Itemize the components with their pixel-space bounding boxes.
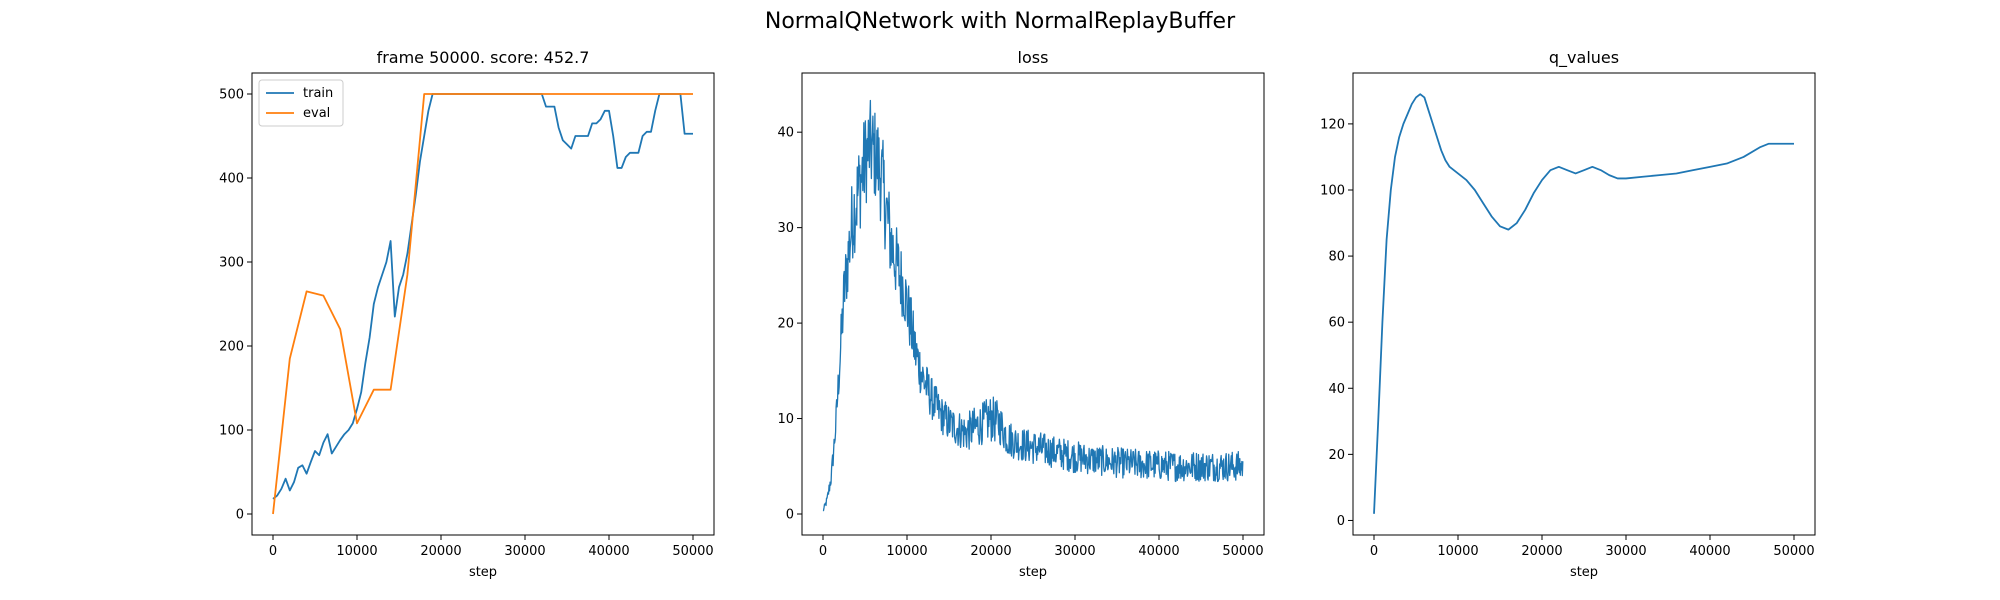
legend: train eval	[258, 79, 344, 127]
x-tick-label: 50000	[1773, 544, 1814, 559]
x-tick-label: 0	[819, 544, 827, 559]
y-tick-label: 120	[1320, 117, 1345, 132]
panel-score: frame 50000. score: 452.7 0 10000 20000 300…	[219, 48, 715, 580]
x-tick-label: 40000	[1689, 544, 1730, 559]
y-tick-label: 500	[219, 88, 244, 103]
x-tick-label: 10000	[886, 544, 927, 559]
series-line	[1373, 93, 1794, 514]
legend-box	[258, 79, 344, 127]
x-axis-label: step	[1570, 565, 1598, 580]
x-tick-label: 40000	[588, 544, 629, 559]
panel-title: loss	[1018, 48, 1049, 67]
series-line-eval	[272, 93, 693, 515]
y-tick-label: 40	[777, 126, 794, 141]
x-tick-label: 40000	[1138, 544, 1179, 559]
series-line	[822, 99, 1244, 512]
tick-layer: 0 10000 20000 30000 40000 50000 0 100 200 300 400 5…	[219, 88, 714, 560]
x-tick-label: 0	[1370, 544, 1378, 559]
legend-label-train: train	[303, 86, 333, 101]
x-tick-label: 30000	[504, 544, 545, 559]
panel-title: frame 50000. score: 452.7	[377, 48, 590, 67]
x-tick-label: 0	[269, 544, 277, 559]
x-tick-label: 10000	[1437, 544, 1478, 559]
y-tick-label: 0	[236, 508, 244, 523]
x-tick-label: 20000	[1521, 544, 1562, 559]
y-tick-label: 30	[777, 221, 794, 236]
panel-title: q_values	[1549, 48, 1619, 68]
y-tick-label: 80	[1328, 250, 1345, 265]
tick-layer: 0 10000 20000 30000 40000 50000 0 20 40 60 80 100 12…	[1320, 117, 1815, 559]
axes-frame	[1352, 72, 1816, 536]
x-tick-label: 30000	[1054, 544, 1095, 559]
x-axis-label: step	[1019, 565, 1047, 580]
y-tick-label: 200	[219, 340, 244, 355]
x-tick-label: 10000	[336, 544, 377, 559]
y-tick-label: 300	[219, 256, 244, 271]
panel-loss: loss 0 10000 20000 30000 40000 50000 0 10 20 30 40…	[777, 48, 1265, 580]
axes-frame	[251, 72, 715, 536]
y-tick-label: 100	[219, 424, 244, 439]
panel-q-values: q_values 0 10000 20000 30000 40000 50000 0 20 40…	[1320, 48, 1816, 580]
legend-label-eval: eval	[303, 106, 330, 121]
figure-suptitle: NormalQNetwork with NormalReplayBuffer	[765, 9, 1236, 34]
x-tick-label: 50000	[672, 544, 713, 559]
y-tick-label: 20	[777, 317, 794, 332]
y-tick-label: 10	[777, 412, 794, 427]
tick-layer: 0 10000 20000 30000 40000 50000 0 10 20 30 40	[777, 126, 1263, 559]
plot-area	[1373, 93, 1794, 514]
plot-area	[822, 99, 1244, 512]
x-axis-label: step	[469, 565, 497, 580]
x-tick-label: 20000	[970, 544, 1011, 559]
x-tick-label: 30000	[1605, 544, 1646, 559]
x-tick-label: 20000	[420, 544, 461, 559]
series-line-train	[272, 93, 693, 500]
y-tick-label: 0	[786, 508, 794, 523]
y-tick-label: 400	[219, 172, 244, 187]
axes-frame	[801, 72, 1265, 536]
x-tick-label: 50000	[1222, 544, 1263, 559]
y-tick-label: 40	[1328, 382, 1345, 397]
y-tick-label: 60	[1328, 316, 1345, 331]
y-tick-label: 100	[1320, 183, 1345, 198]
plot-area	[272, 93, 693, 515]
y-tick-label: 0	[1337, 514, 1345, 529]
y-tick-label: 20	[1328, 448, 1345, 463]
